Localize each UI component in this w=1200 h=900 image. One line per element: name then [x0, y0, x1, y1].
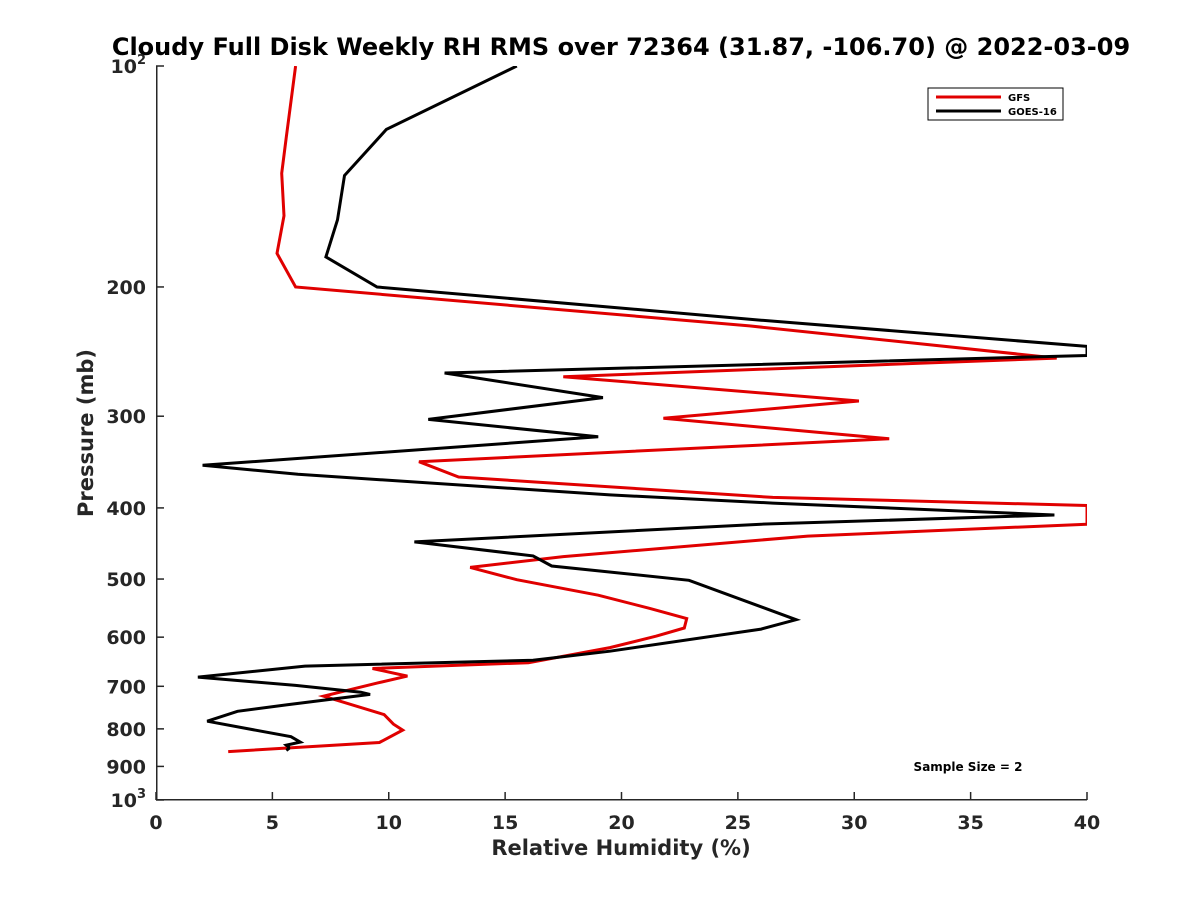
x-tick-label: 40 [1074, 812, 1100, 834]
y-axis-ticks: 102 200 300 400 500 600 700 800 900 103 [106, 53, 164, 812]
y-tick-label: 700 [106, 676, 146, 698]
y-axis-label: Pressure (mb) [74, 349, 98, 517]
y-tick-label: 600 [106, 627, 146, 649]
x-tick-label: 35 [957, 812, 983, 834]
x-tick-label: 10 [376, 812, 402, 834]
x-tick-label: 20 [608, 812, 634, 834]
chart-title: Cloudy Full Disk Weekly RH RMS over 7236… [112, 33, 1130, 61]
y-tick-label: 300 [106, 406, 146, 428]
sample-size-annotation: Sample Size = 2 [914, 760, 1023, 774]
y-tick-label: 500 [106, 569, 146, 591]
x-tick-label: 30 [841, 812, 867, 834]
y-tick-label: 102 [111, 53, 147, 78]
x-tick-label: 0 [149, 812, 162, 834]
x-tick-label: 5 [266, 812, 279, 834]
x-tick-label: 15 [492, 812, 518, 834]
x-axis-ticks: 0 5 10 15 20 25 30 35 40 [149, 792, 1100, 834]
x-tick-label: 25 [725, 812, 751, 834]
y-tick-label: 900 [106, 756, 146, 778]
plot-area [197, 66, 1087, 754]
y-tick-label: 200 [106, 277, 146, 299]
y-tick-label: 800 [106, 719, 146, 741]
y-tick-label: 103 [111, 787, 147, 812]
y-tick-label: 400 [106, 498, 146, 520]
legend-label-goes16: GOES-16 [1008, 107, 1057, 118]
legend-label-gfs: GFS [1008, 93, 1030, 104]
plot-frame-left [156, 66, 158, 800]
series-line-gfs [228, 66, 1087, 754]
x-axis-label: Relative Humidity (%) [491, 836, 750, 860]
series-line-goes16 [197, 66, 1087, 752]
legend: GFS GOES-16 [927, 87, 1064, 121]
legend-box [927, 87, 1064, 121]
